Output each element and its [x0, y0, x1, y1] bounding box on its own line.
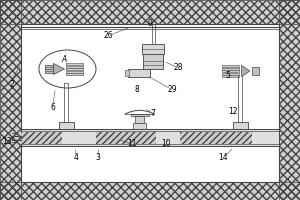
- Polygon shape: [242, 65, 250, 77]
- Bar: [58, 122, 74, 129]
- Text: 26: 26: [103, 31, 113, 40]
- Text: 5: 5: [226, 72, 230, 80]
- Bar: [222, 73, 238, 75]
- Bar: [0, 0, 300, 24]
- Bar: [0, 0, 300, 24]
- Bar: [222, 68, 238, 70]
- Bar: [45, 65, 53, 73]
- Bar: [222, 75, 238, 77]
- Bar: [21, 132, 62, 144]
- Bar: [66, 63, 82, 65]
- Bar: [124, 70, 129, 76]
- Bar: [133, 123, 146, 129]
- Bar: [0, 182, 300, 200]
- Text: 10: 10: [162, 140, 171, 148]
- Text: 11: 11: [127, 140, 137, 148]
- Bar: [252, 67, 259, 75]
- Bar: [21, 129, 279, 146]
- Bar: [135, 116, 144, 123]
- Text: 13: 13: [3, 136, 12, 146]
- Bar: [66, 66, 82, 68]
- Bar: [66, 71, 82, 73]
- Text: 14: 14: [219, 154, 228, 162]
- Text: 6: 6: [50, 104, 55, 112]
- Bar: [279, 0, 300, 200]
- Text: A: A: [62, 55, 67, 64]
- Bar: [0, 0, 21, 200]
- Text: 3: 3: [95, 154, 100, 162]
- Bar: [130, 114, 148, 116]
- Bar: [66, 73, 82, 75]
- Bar: [232, 122, 247, 129]
- Bar: [222, 70, 238, 72]
- Polygon shape: [53, 63, 64, 75]
- Bar: [142, 44, 164, 54]
- Text: 4: 4: [74, 154, 79, 162]
- Text: 2: 2: [9, 80, 14, 88]
- Bar: [96, 132, 156, 144]
- Text: 8: 8: [134, 85, 139, 94]
- Bar: [66, 68, 82, 70]
- Bar: [0, 0, 21, 200]
- Text: 7: 7: [151, 108, 155, 117]
- Bar: [128, 69, 150, 77]
- Text: 12: 12: [228, 108, 237, 116]
- Bar: [180, 132, 252, 144]
- Bar: [222, 65, 238, 67]
- Circle shape: [39, 50, 96, 88]
- Text: 29: 29: [168, 85, 177, 94]
- Bar: [143, 54, 163, 69]
- Text: 9: 9: [148, 20, 152, 28]
- Bar: [279, 0, 300, 200]
- Text: 28: 28: [174, 64, 183, 72]
- Bar: [0, 182, 300, 200]
- Bar: [21, 24, 279, 182]
